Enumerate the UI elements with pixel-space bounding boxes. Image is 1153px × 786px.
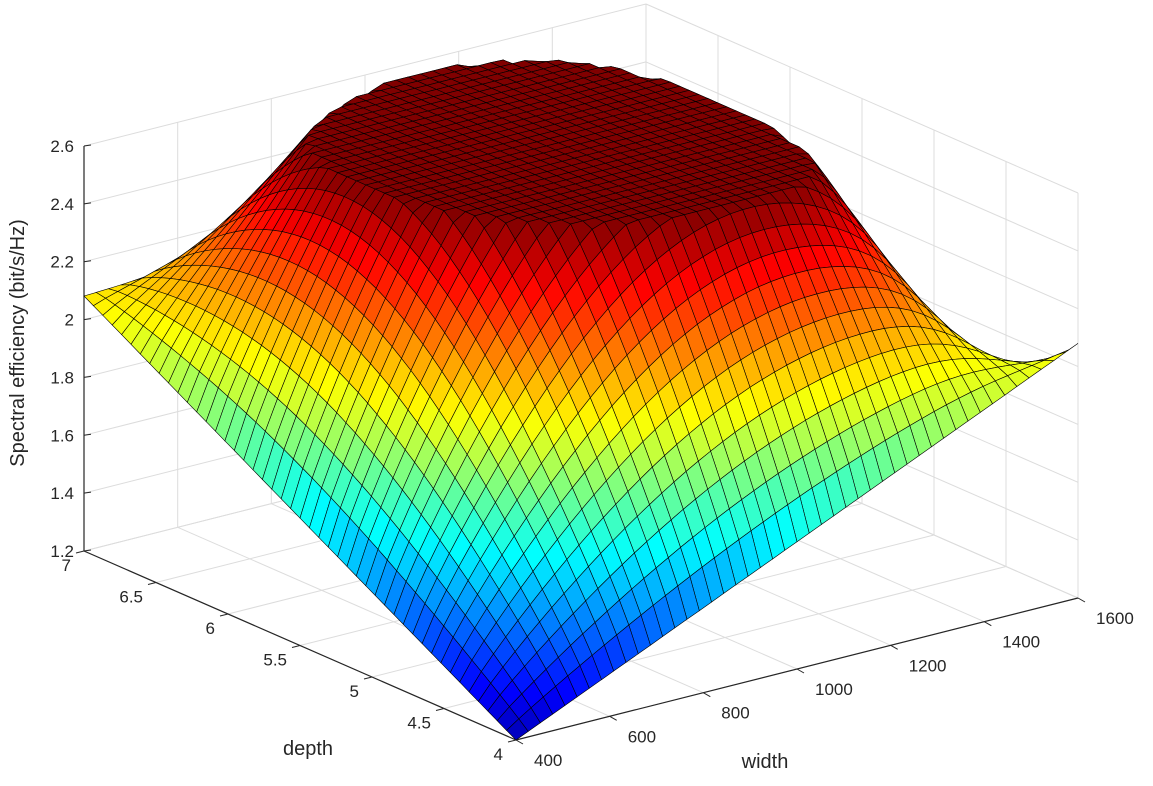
x-tick-mark: [796, 668, 805, 674]
z-tick-mark: [83, 549, 92, 552]
z-tick-label: 2.4: [50, 195, 74, 214]
x-tick-mark: [515, 739, 524, 745]
z-axis-label: Spectral efficiency (bit/s/Hz): [7, 219, 29, 467]
x-tick-label: 1600: [1096, 609, 1134, 628]
z-tick-mark: [83, 433, 92, 436]
y-tick-label: 4: [494, 745, 503, 764]
z-tick-label: 1.2: [50, 542, 74, 561]
tick-labels: 1.2 1.4 1.6 1.8 2 2.2 2.4 2.6 4 4.5 5 5.5 6 6.5 7 400 60…: [50, 137, 1133, 770]
z-tick-label: 2: [65, 311, 74, 330]
x-tick-mark: [984, 621, 992, 627]
y-tick-label: 6.5: [119, 588, 143, 607]
x-tick-mark: [609, 715, 617, 721]
z-tick-mark: [83, 260, 92, 263]
z-tick-label: 1.4: [50, 484, 74, 503]
x-tick-label: 1000: [815, 680, 853, 699]
z-tick-mark: [83, 202, 92, 205]
x-tick-label: 1200: [909, 656, 947, 675]
grid-line: [645, 3, 1079, 194]
x-axis-label: width: [741, 751, 789, 773]
x-tick-mark: [703, 692, 711, 698]
y-tick-mark: [147, 582, 157, 585]
z-tick-label: 2.2: [50, 253, 74, 272]
x-tick-label: 400: [534, 751, 562, 770]
z-tick-mark: [83, 318, 92, 321]
y-tick-label: 5.5: [263, 651, 287, 670]
x-tick-label: 800: [721, 704, 749, 723]
x-tick-label: 600: [628, 727, 656, 746]
y-axis-label: depth: [283, 738, 333, 760]
surface-mesh: [83, 59, 1079, 741]
y-tick-label: 5: [350, 682, 359, 701]
grid-line: [83, 3, 647, 147]
z-tick-mark: [83, 144, 92, 147]
z-tick-label: 2.6: [50, 137, 74, 156]
y-tick-mark: [363, 676, 373, 680]
y-tick-mark: [75, 550, 85, 554]
y-tick-mark: [507, 739, 517, 743]
z-tick-label: 1.8: [50, 368, 74, 387]
y-tick-mark: [219, 613, 229, 617]
y-tick-label: 4.5: [407, 714, 431, 733]
x-tick-mark: [1077, 597, 1086, 603]
y-tick-label: 6: [206, 619, 215, 638]
z-tick-mark: [83, 491, 92, 494]
z-tick-mark: [83, 375, 92, 378]
y-tick-mark: [435, 708, 445, 711]
y-tick-label: 7: [62, 556, 71, 575]
z-tick-label: 1.6: [50, 426, 74, 445]
surface-patch: [506, 718, 529, 741]
y-tick-mark: [291, 645, 301, 648]
x-tick-mark: [890, 644, 898, 650]
grid-line: [645, 61, 1079, 252]
x-tick-label: 1400: [1002, 633, 1040, 652]
surface-patch: [1056, 343, 1079, 356]
